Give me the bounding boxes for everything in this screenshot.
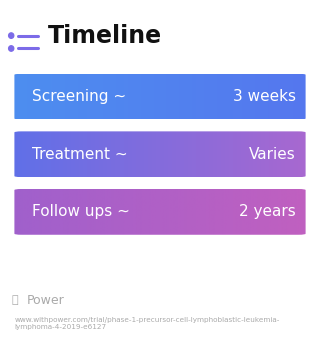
Circle shape [9,46,14,51]
Text: 3 weeks: 3 weeks [233,89,296,104]
Text: Treatment ~: Treatment ~ [32,147,128,162]
Text: Varies: Varies [249,147,296,162]
Text: Screening ~: Screening ~ [32,89,126,104]
Circle shape [9,33,14,38]
Text: 2 years: 2 years [239,204,296,219]
Text: Timeline: Timeline [48,24,162,47]
Text: www.withpower.com/trial/phase-1-precursor-cell-lymphoblastic-leukemia-
lymphoma-: www.withpower.com/trial/phase-1-precurso… [14,317,280,330]
Text: ⛉: ⛉ [11,295,18,305]
Text: Power: Power [27,294,65,306]
Text: Follow ups ~: Follow ups ~ [32,204,130,219]
